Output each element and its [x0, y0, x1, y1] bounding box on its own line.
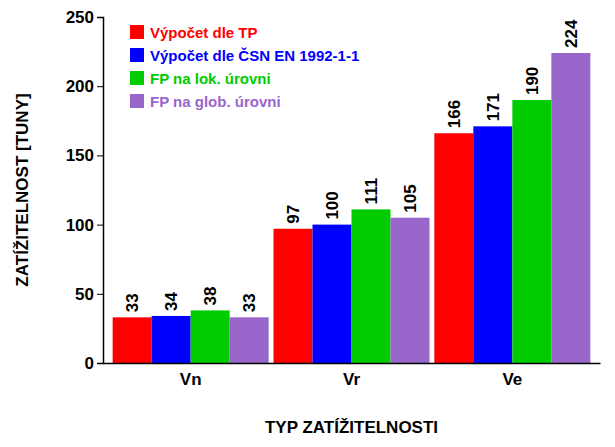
- y-tick: 50: [75, 285, 103, 304]
- y-tick-label: 0: [85, 354, 94, 373]
- legend-label: FP na glob. úrovni: [150, 93, 281, 110]
- data-label: 111: [362, 178, 381, 205]
- y-tick-mark: [97, 294, 103, 295]
- legend-swatch: [130, 25, 144, 39]
- data-label: 38: [201, 286, 220, 305]
- y-axis-title: ZATÍŽITELNOST [TUNY]: [13, 93, 32, 286]
- y-tick-label: 100: [66, 216, 94, 235]
- bar: [352, 209, 391, 363]
- plot: 33 97 166 34 100 171 38 111 190 33 105 224 0 50 100 150…: [66, 8, 601, 389]
- legend-swatch: [130, 71, 144, 85]
- bar: [512, 100, 551, 363]
- y-tick-mark: [97, 363, 103, 364]
- legend-item: Výpočet dle TP: [130, 24, 258, 41]
- data-label: 97: [284, 205, 303, 224]
- data-label: 171: [484, 93, 503, 121]
- y-tick-label: 150: [66, 146, 94, 165]
- y-tick-label: 250: [66, 8, 94, 27]
- legend-label: Výpočet dle TP: [150, 24, 258, 41]
- data-label: 33: [240, 293, 259, 312]
- bar: [434, 133, 473, 363]
- legend-label: FP na lok. úrovni: [150, 70, 271, 87]
- bar: [312, 225, 351, 363]
- bar: [113, 317, 152, 363]
- y-tick: 200: [66, 77, 103, 96]
- x-tick: Vn: [180, 363, 202, 389]
- bar: [551, 53, 590, 363]
- legend-item: Výpočet dle ČSN EN 1992-1-1: [130, 47, 359, 64]
- x-axis-line: [104, 363, 601, 365]
- bar: [273, 229, 312, 363]
- y-tick-label: 200: [66, 77, 94, 96]
- y-tick-label: 50: [75, 285, 94, 304]
- data-label: 34: [162, 291, 181, 310]
- legend-label: Výpočet dle ČSN EN 1992-1-1: [150, 47, 359, 64]
- data-label: 33: [123, 293, 142, 312]
- y-tick-mark: [97, 17, 103, 18]
- x-tick-label: Vn: [180, 370, 202, 389]
- y-tick-mark: [97, 155, 103, 156]
- data-label: 224: [562, 19, 581, 48]
- y-tick: 0: [85, 354, 103, 373]
- x-axis: Vn Vr Ve: [104, 363, 601, 389]
- y-axis: 0 50 100 150 200 250: [66, 8, 104, 373]
- data-labels: 33 97 166 34 100 171 38 111 190 33 105 224: [123, 19, 581, 312]
- legend-swatch: [130, 94, 144, 108]
- x-axis-title: TYP ZATÍŽITELNOSTI: [265, 418, 438, 437]
- x-tick-label: Ve: [502, 370, 522, 389]
- y-axis-line: [97, 18, 104, 364]
- legend: Výpočet dle TP Výpočet dle ČSN EN 1992-1-…: [130, 24, 359, 110]
- legend-swatch: [130, 48, 144, 62]
- y-tick-mark: [97, 86, 103, 87]
- x-tick: Vr: [343, 363, 360, 389]
- chart: 33 97 166 34 100 171 38 111 190 33 105 224 0 50 100 150…: [0, 0, 615, 447]
- bar: [191, 310, 230, 363]
- bar: [391, 218, 430, 363]
- bar: [230, 317, 269, 363]
- data-label: 166: [445, 100, 464, 128]
- bars: [113, 53, 591, 363]
- legend-item: FP na glob. úrovni: [130, 93, 281, 110]
- y-tick: 250: [66, 8, 103, 27]
- x-tick-label: Vr: [343, 370, 360, 389]
- legend-item: FP na lok. úrovni: [130, 70, 271, 87]
- data-label: 100: [323, 191, 342, 219]
- y-tick: 150: [66, 146, 103, 165]
- y-tick-mark: [97, 225, 103, 226]
- data-label: 190: [523, 67, 542, 95]
- x-tick: Ve: [502, 363, 522, 389]
- y-tick: 100: [66, 216, 103, 235]
- bar: [152, 316, 191, 363]
- bar: [473, 126, 512, 363]
- data-label: 105: [401, 184, 420, 212]
